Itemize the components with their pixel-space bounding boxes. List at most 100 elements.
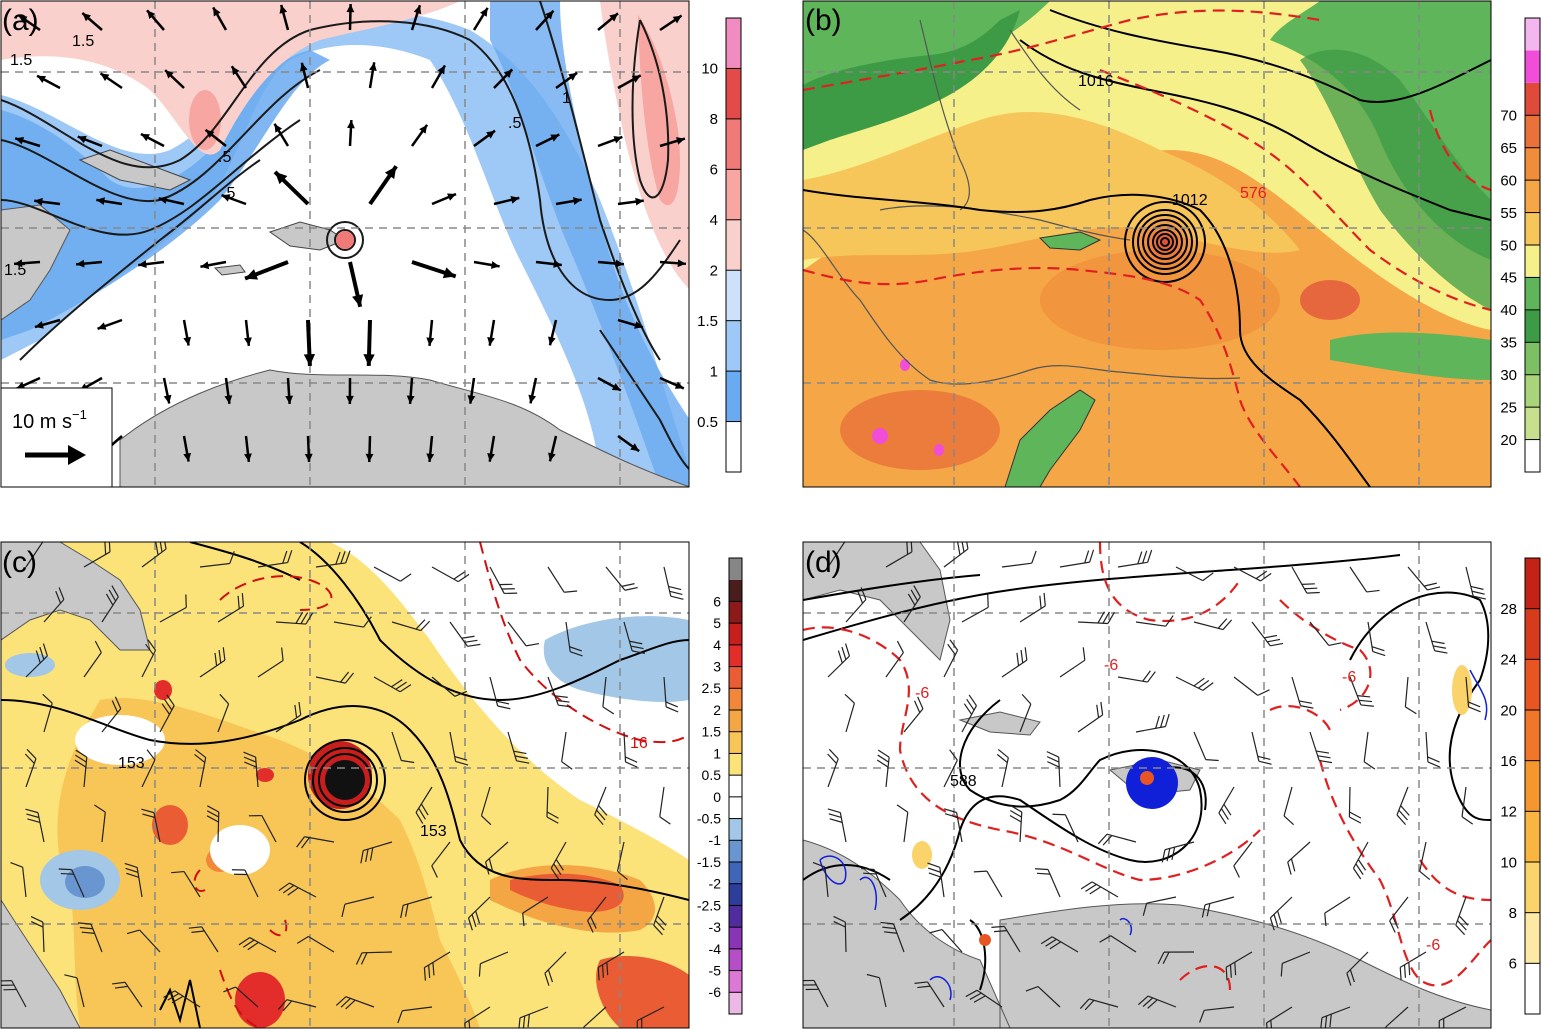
wind-barb — [400, 896, 433, 919]
wind-barb — [1233, 841, 1253, 878]
wind-barb — [159, 594, 187, 623]
wind-barb — [1407, 566, 1441, 591]
colorbar-swatch — [729, 970, 742, 993]
wind-barb — [1461, 786, 1474, 825]
wind-barb — [507, 621, 540, 647]
colorbar-swatch — [1525, 50, 1540, 83]
wind-barb — [996, 748, 1009, 788]
wind-barb — [1419, 841, 1431, 880]
wind-barb — [903, 585, 921, 623]
wind-barb — [927, 862, 945, 898]
wind-vector — [528, 377, 538, 404]
wind-barb — [653, 896, 667, 936]
wind-vector — [555, 71, 578, 90]
panel-c-map: 153 153 16 — [1, 542, 689, 1028]
colorbar-label: 4 — [713, 637, 721, 653]
colorbar-swatch — [1525, 439, 1540, 472]
wind-barb — [278, 882, 317, 898]
wind-barb — [74, 749, 88, 788]
wind-barb — [1251, 731, 1272, 765]
wind-vector — [13, 259, 41, 268]
wind-barb — [1117, 670, 1156, 683]
panel-a-contour-label: 1 — [562, 90, 571, 107]
wind-vector — [467, 377, 476, 404]
panel-c-shading-red — [256, 768, 274, 782]
wind-vector — [81, 12, 103, 31]
panel-c-contour-label: 153 — [420, 823, 447, 840]
panel-a-contour-label: .5 — [218, 149, 231, 166]
wind-barb — [961, 594, 989, 623]
wind-barb — [464, 1006, 491, 1028]
colorbar-swatch — [726, 421, 741, 472]
wind-barb — [827, 808, 847, 843]
colorbar-label: 50 — [1500, 237, 1517, 254]
wind-vector — [473, 260, 500, 269]
panel-a-shading-blue-east — [490, 1, 689, 487]
colorbar-label: 6 — [1509, 956, 1517, 973]
colorbar-label: -1 — [709, 832, 722, 848]
wind-barb — [217, 593, 245, 623]
panel-d-contour-label: -6 — [1342, 669, 1356, 686]
wind-barb — [83, 542, 111, 568]
wind-barb — [217, 693, 230, 733]
panel-c-shading-blue — [543, 616, 689, 702]
wind-barb — [1009, 804, 1023, 843]
wind-barb — [991, 925, 1021, 953]
panel-d-contour-labels: -6 -6 588 -6 -6 — [915, 657, 1440, 954]
wind-barb — [1399, 951, 1427, 981]
wind-vector — [430, 64, 447, 89]
panel-a-shading-blue-dark — [1, 50, 330, 340]
colorbar-label: -6 — [709, 984, 722, 1000]
colorbar-label: -1.5 — [697, 854, 721, 870]
wind-vector — [597, 135, 623, 148]
wind-vector — [365, 435, 374, 463]
wind-barb — [101, 696, 122, 733]
wind-vector — [363, 319, 375, 367]
colorbar-label: 2 — [713, 702, 721, 718]
wind-barb — [547, 566, 578, 593]
wind-vector — [535, 260, 562, 268]
colorbar-swatch — [729, 710, 742, 732]
wind-barb — [1346, 951, 1369, 986]
panel-a-shading-blue-band — [1, 11, 689, 487]
wind-barb — [58, 868, 85, 898]
wind-barb — [1052, 813, 1079, 843]
wind-vector — [279, 4, 290, 31]
panel-d-wind-barbs — [803, 542, 1487, 1028]
wind-barb — [397, 1006, 433, 1024]
wind-barb — [1137, 995, 1177, 1009]
wind-barb — [194, 749, 207, 788]
colorbar-label: 20 — [1500, 432, 1517, 449]
colorbar-swatch — [726, 320, 741, 372]
wind-barb — [171, 870, 201, 898]
wind-vector — [182, 319, 192, 346]
wind-barb — [1001, 647, 1028, 678]
colorbar-label: 5 — [713, 615, 721, 631]
wind-barb — [973, 870, 1003, 898]
wind-vector — [244, 260, 289, 281]
panel-d-grid — [803, 542, 1491, 1028]
wind-vector — [659, 259, 687, 268]
panel-a-contour-label: 1.5 — [4, 262, 26, 279]
wind-barb — [257, 647, 284, 678]
wind-vector — [273, 123, 290, 147]
wind-barb — [1117, 549, 1153, 568]
panel-c-shading-red — [152, 805, 188, 845]
wind-barb — [1287, 841, 1311, 875]
wind-vector — [659, 14, 683, 32]
wind-barb — [1320, 1006, 1351, 1028]
wind-vector — [535, 9, 555, 31]
wind-barb — [1135, 713, 1170, 733]
wind-barb — [616, 841, 628, 881]
wind-barb — [373, 566, 412, 582]
panel-b-label: (b) — [805, 4, 842, 37]
colorbar-swatch — [729, 883, 742, 906]
colorbar-swatch — [1525, 277, 1540, 310]
wind-barb — [391, 619, 431, 632]
wind-vector — [410, 124, 429, 147]
colorbar-swatch — [729, 688, 742, 710]
wind-barb — [1425, 621, 1448, 654]
panel-c-contour-label: 16 — [630, 735, 648, 752]
wind-barb — [1097, 833, 1137, 846]
wind-vector — [140, 132, 165, 148]
